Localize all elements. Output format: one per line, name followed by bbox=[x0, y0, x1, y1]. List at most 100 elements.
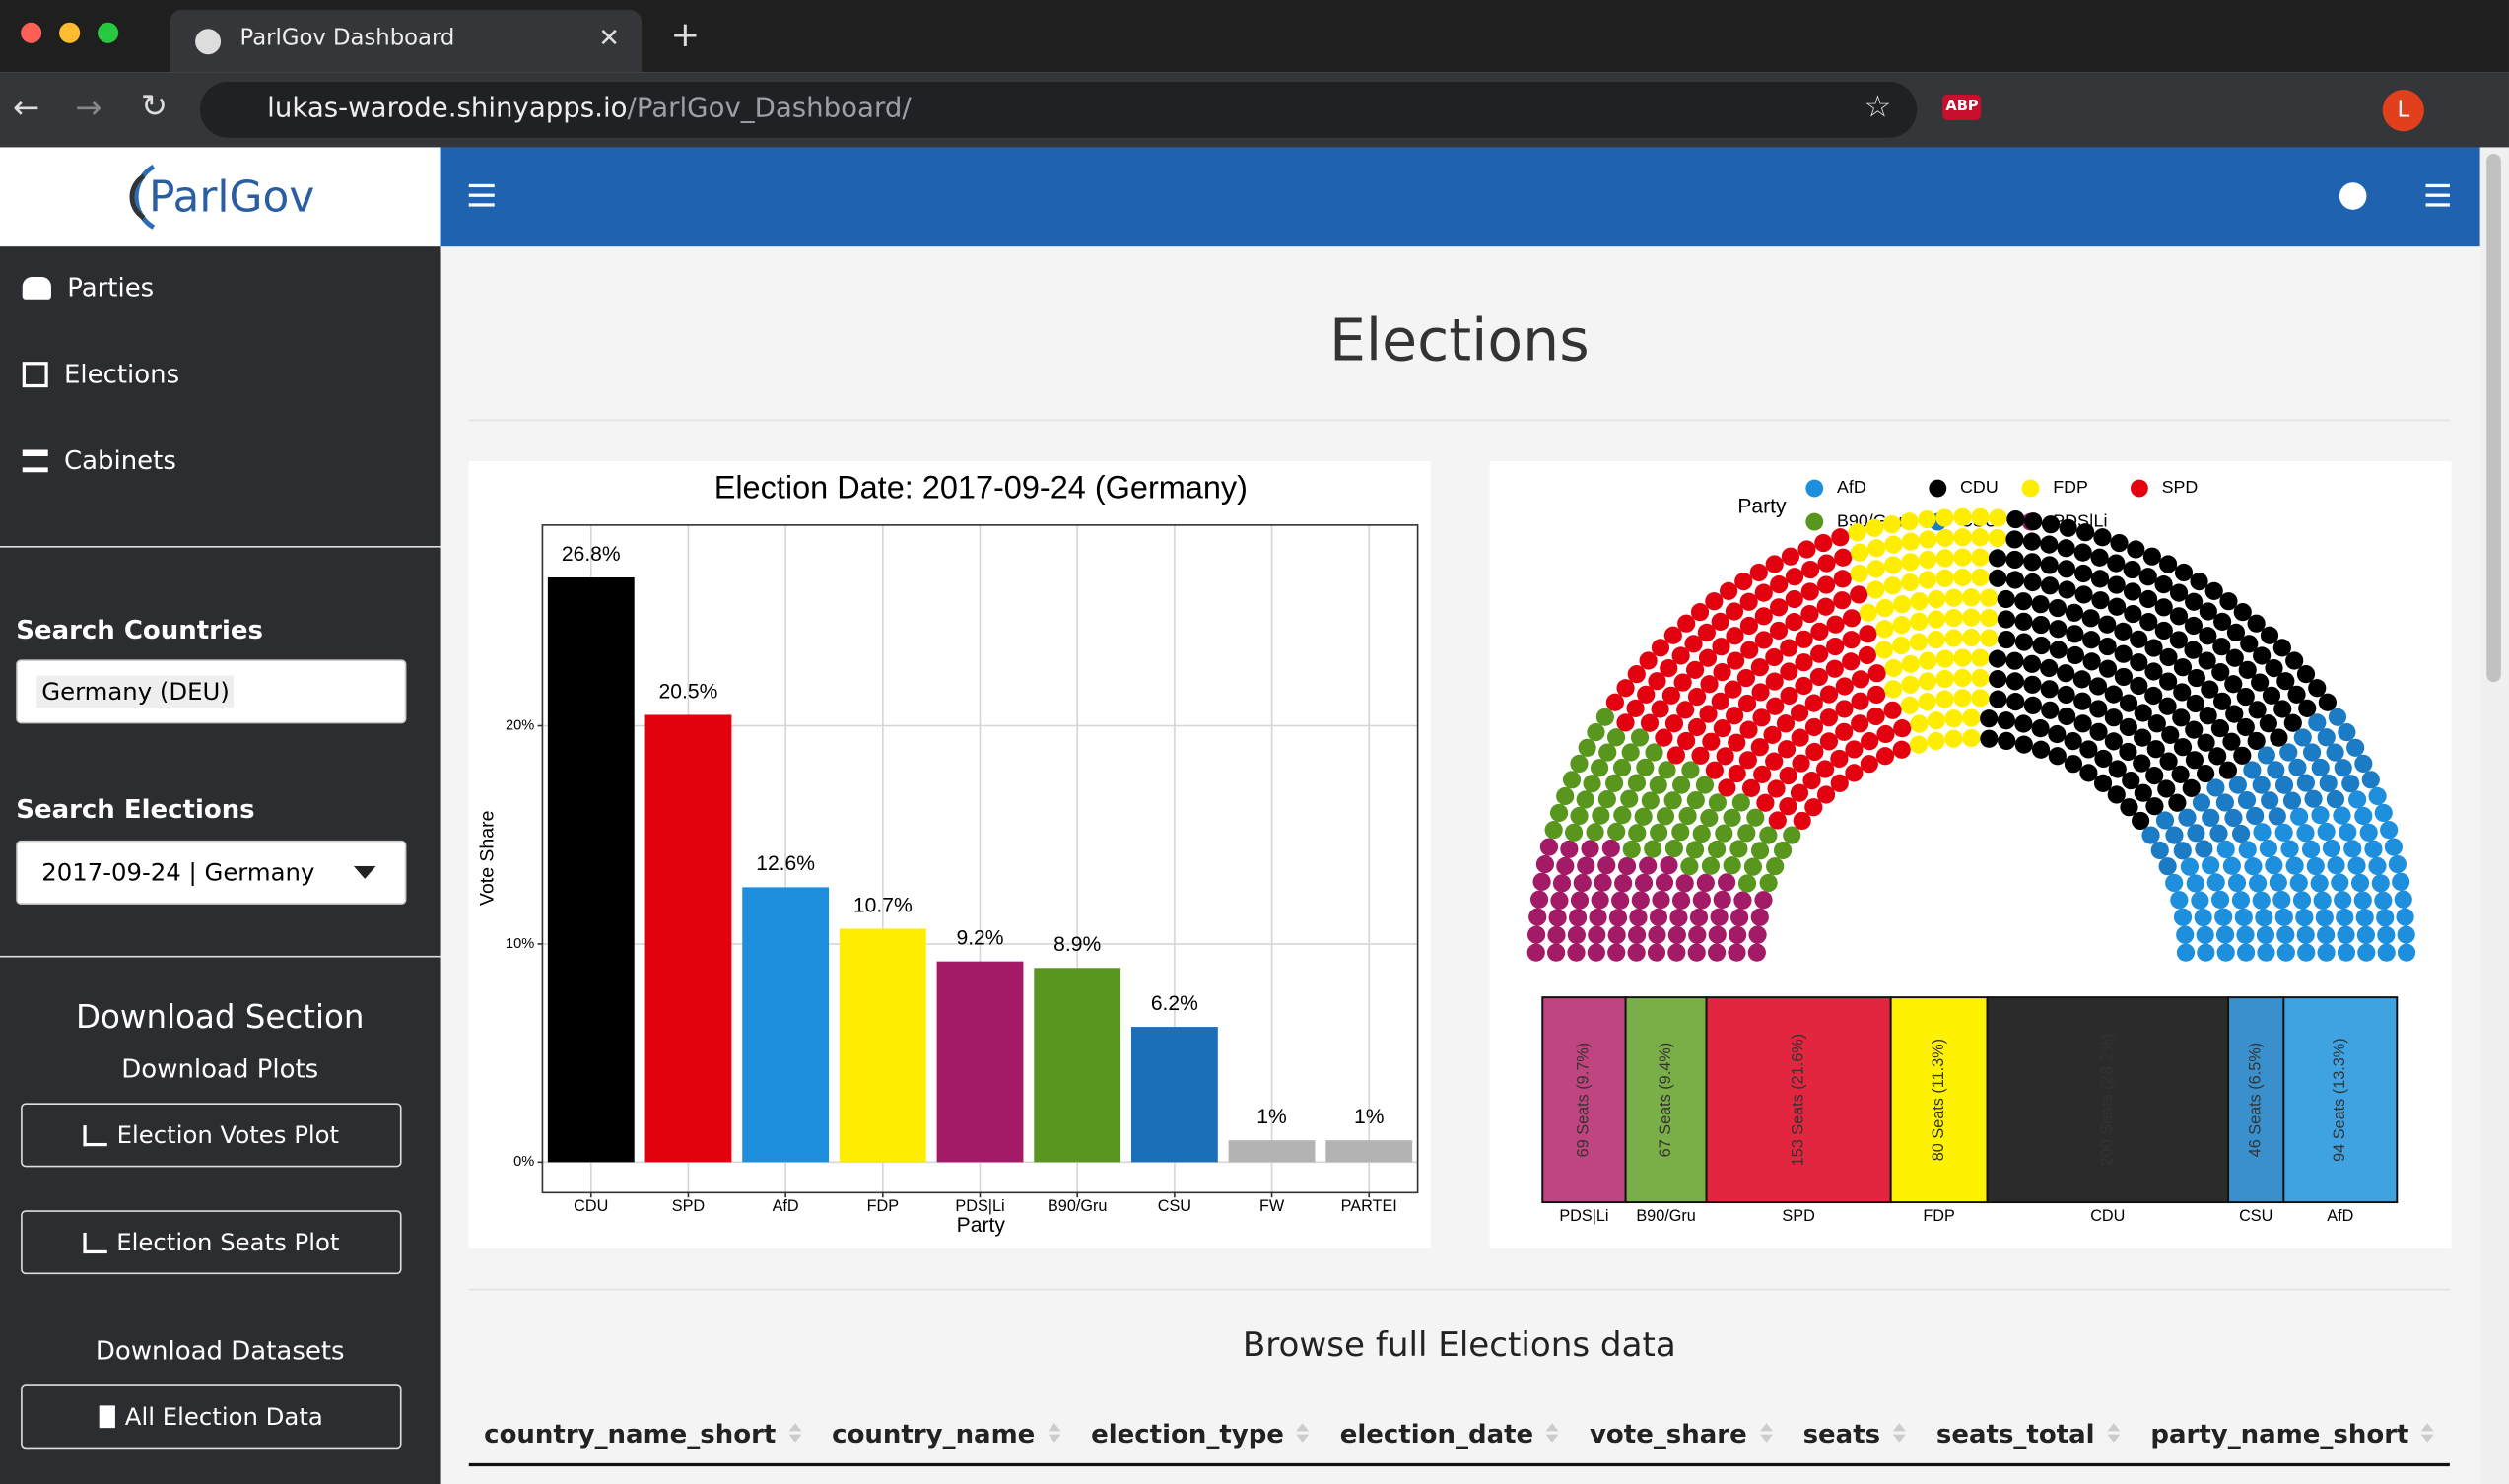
seat-dot bbox=[2397, 925, 2415, 944]
sort-icon bbox=[1759, 1423, 1773, 1443]
seat-dot bbox=[1971, 648, 1990, 667]
seat-dot bbox=[1747, 943, 1766, 962]
column-label: seats bbox=[1802, 1417, 1881, 1449]
y-axis-label: Vote Share bbox=[476, 811, 498, 906]
bar bbox=[1228, 1140, 1316, 1163]
seat-dot bbox=[1710, 908, 1729, 926]
seat-dot bbox=[1713, 719, 1731, 738]
seat-dot bbox=[1726, 707, 1744, 725]
profile-avatar[interactable]: L bbox=[2382, 89, 2424, 132]
seat-dot bbox=[1826, 637, 1845, 656]
seat-dot bbox=[2374, 803, 2393, 823]
seat-dot bbox=[2376, 909, 2395, 927]
seat-dot bbox=[1547, 943, 1566, 962]
seat-dot bbox=[1649, 776, 1667, 794]
github-link[interactable] bbox=[2339, 182, 2367, 210]
seat-dot bbox=[1953, 689, 1972, 708]
seat-dot bbox=[2079, 740, 2098, 759]
seat-dot bbox=[1766, 697, 1785, 715]
menu-item[interactable]: Parties bbox=[22, 272, 154, 303]
seat-dot bbox=[1552, 874, 1572, 893]
seat-dot bbox=[1636, 758, 1655, 776]
seat-dot bbox=[2057, 664, 2075, 683]
seat-dot bbox=[2308, 713, 2327, 732]
seat-dot bbox=[2243, 761, 2262, 779]
seat-dot bbox=[2157, 779, 2176, 798]
extension-badge[interactable]: ABP bbox=[1942, 94, 1982, 120]
column-header[interactable]: election_date bbox=[1340, 1418, 1560, 1448]
control-toggle[interactable] bbox=[2425, 183, 2450, 207]
seat-dot bbox=[2197, 943, 2215, 962]
seat-dot bbox=[1729, 925, 1747, 944]
menu-item[interactable]: Cabinets bbox=[22, 445, 176, 476]
seat-dot bbox=[2272, 639, 2291, 657]
seat-dot bbox=[1649, 908, 1668, 926]
seat-dot bbox=[2138, 589, 2158, 609]
seat-dot bbox=[1707, 943, 1727, 962]
legend-label: FDP bbox=[2053, 477, 2088, 497]
seat-dot bbox=[1997, 589, 2015, 609]
seat-dot bbox=[1773, 841, 1793, 860]
x-tick-label: AfD bbox=[2327, 1207, 2353, 1225]
country-input[interactable]: Germany (DEU) bbox=[16, 659, 407, 724]
seat-dot bbox=[1726, 627, 1744, 645]
seat-dot bbox=[2247, 731, 2266, 751]
column-header[interactable]: party_name_short bbox=[2150, 1418, 2435, 1448]
seat-dot bbox=[1971, 668, 1990, 688]
download-button[interactable]: All Election Data bbox=[21, 1384, 402, 1450]
seat-dot bbox=[1616, 679, 1635, 698]
seat-dot bbox=[2161, 725, 2180, 744]
seat-dot bbox=[2014, 612, 2033, 631]
seat-dot bbox=[2231, 824, 2251, 843]
value-label: 8.9% bbox=[1053, 933, 1101, 956]
seat-dot bbox=[1597, 789, 1616, 809]
seat-dot bbox=[1639, 651, 1658, 670]
download-button[interactable]: Election Votes Plot bbox=[21, 1103, 402, 1168]
seat-dot bbox=[1953, 507, 1972, 526]
seat-dot bbox=[2150, 841, 2169, 860]
seat-dot bbox=[2212, 638, 2231, 656]
seat-dot bbox=[2144, 639, 2163, 657]
seat-dot bbox=[2226, 623, 2246, 641]
column-header[interactable]: vote_share bbox=[1590, 1418, 1773, 1448]
seat-dot bbox=[1605, 693, 1625, 711]
seat-dot bbox=[2199, 707, 2217, 725]
download-button[interactable]: Election Seats Plot bbox=[21, 1210, 402, 1275]
column-header[interactable]: election_type bbox=[1091, 1418, 1310, 1448]
seat-dot bbox=[1612, 758, 1632, 777]
seat-dot bbox=[1663, 791, 1682, 810]
seat-dot bbox=[1671, 891, 1691, 910]
seat-dot bbox=[1595, 708, 1614, 726]
seat-dot bbox=[2154, 574, 2173, 594]
column-header[interactable]: country_name bbox=[832, 1418, 1061, 1448]
menu-item[interactable]: Elections bbox=[22, 359, 179, 389]
seat-dot bbox=[1573, 873, 1592, 893]
election-select[interactable]: 2017-09-24 | Germany bbox=[16, 840, 407, 905]
seat-dot bbox=[2224, 808, 2243, 828]
seat-dot bbox=[2289, 873, 2308, 893]
seat-dot bbox=[2248, 701, 2267, 719]
seat-dot bbox=[1669, 909, 1688, 927]
seat-dot bbox=[1629, 909, 1648, 927]
seat-dot bbox=[2236, 925, 2255, 944]
tab-title: ParlGov Dashboard bbox=[239, 25, 455, 51]
seat-dot bbox=[1660, 856, 1678, 875]
seat-dot bbox=[2354, 754, 2373, 774]
table-header: country_name_short country_name election_t… bbox=[468, 1402, 2450, 1467]
seat-dot bbox=[1620, 789, 1639, 808]
seat-dot bbox=[2073, 692, 2092, 710]
active-tab[interactable]: ParlGov Dashboard ✕ bbox=[170, 9, 643, 73]
sidebar-toggle[interactable] bbox=[468, 183, 495, 207]
address-bar[interactable]: lukas-warode.shinyapps.io/ParlGov_Dashbo… bbox=[199, 81, 1918, 138]
seat-dot bbox=[1681, 761, 1700, 779]
seat-dot bbox=[2238, 660, 2257, 679]
seat-label: 46 Seats (6.5%) bbox=[2247, 1043, 2265, 1157]
column-header[interactable]: seats_total bbox=[1936, 1418, 2121, 1448]
seat-dot bbox=[1759, 826, 1778, 844]
seat-dot bbox=[2173, 842, 2192, 860]
column-header[interactable]: country_name_short bbox=[484, 1418, 802, 1448]
seat-dot bbox=[1875, 747, 1895, 766]
column-header[interactable]: seats bbox=[1802, 1417, 1907, 1449]
seat-dot bbox=[1723, 856, 1741, 875]
seat-dot bbox=[2222, 732, 2241, 751]
